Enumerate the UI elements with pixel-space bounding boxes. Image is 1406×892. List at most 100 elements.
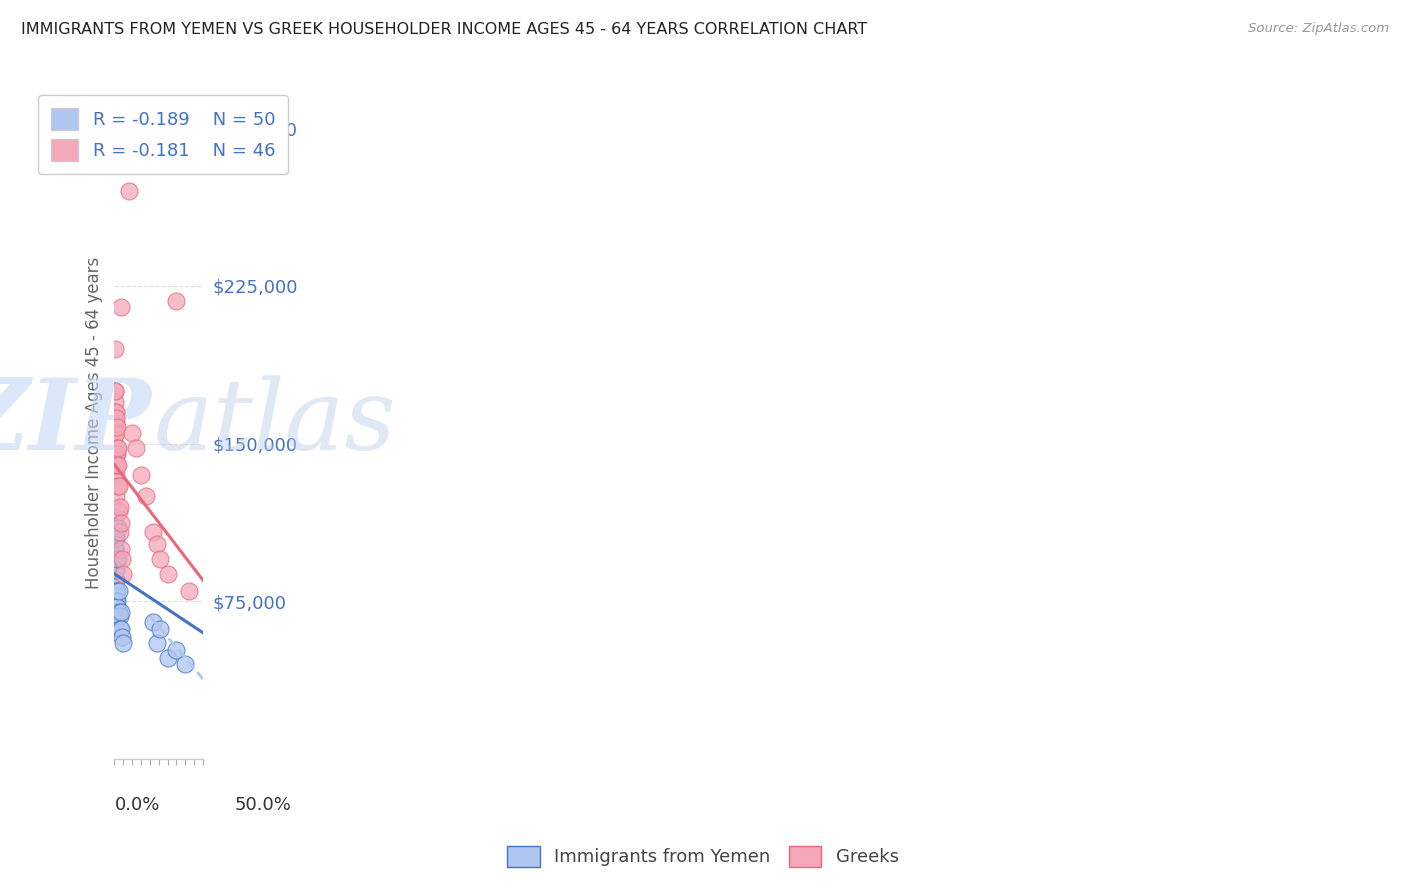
Point [105,600,128,615]
Point [121,426,143,441]
Point [105,405,128,419]
Point [103,552,125,566]
Point [105,594,128,608]
Point [105,441,128,455]
Point [105,583,128,598]
Point [108,504,131,518]
Point [111,630,134,644]
Point [104,594,127,608]
Point [103,458,125,472]
Point [108,605,131,619]
Point [104,426,127,441]
Point [108,622,131,636]
Point [104,426,127,441]
Point [105,594,128,608]
Point [105,594,128,608]
Point [156,566,179,581]
Point [156,651,179,665]
Point [104,541,127,556]
Point [104,384,127,398]
Point [107,441,129,455]
Point [104,615,127,630]
Point [104,384,127,398]
Point [105,458,128,472]
Point [107,608,129,623]
Point [104,447,127,461]
Point [104,573,127,587]
Point [105,447,128,461]
Point [104,563,127,577]
Point [112,636,135,650]
Point [112,566,135,581]
Text: atlas: atlas [153,375,396,470]
Y-axis label: Householder Income Ages 45 - 64 years: Householder Income Ages 45 - 64 years [86,256,103,589]
Point [105,600,128,615]
Point [104,342,127,356]
Point [105,489,128,503]
Point [149,622,172,636]
Point [104,563,127,577]
Point [104,426,127,441]
Text: IMMIGRANTS FROM YEMEN VS GREEK HOUSEHOLDER INCOME AGES 45 - 64 YEARS CORRELATION: IMMIGRANTS FROM YEMEN VS GREEK HOUSEHOLD… [21,22,868,37]
Point [104,583,127,598]
Point [104,510,127,524]
Point [105,583,128,598]
Point [104,573,127,587]
Point [104,605,127,619]
Point [110,516,132,531]
Point [174,657,197,672]
Text: Source: ZipAtlas.com: Source: ZipAtlas.com [1249,22,1389,36]
Point [165,293,187,308]
Point [104,394,127,409]
Point [110,605,132,619]
Point [104,583,127,598]
Point [104,605,127,619]
Point [104,416,127,430]
Point [105,563,128,577]
Point [105,419,128,434]
Point [149,552,172,566]
Point [104,552,127,566]
Point [104,468,127,483]
Point [107,478,129,492]
Point [110,622,132,636]
Point [108,583,131,598]
Point [104,615,127,630]
Point [111,552,134,566]
Point [104,447,127,461]
Point [129,468,152,483]
Point [104,594,127,608]
Point [165,642,187,657]
Point [104,468,127,483]
Point [107,552,129,566]
Point [105,608,128,623]
Point [104,521,127,535]
Point [104,531,127,545]
Point [108,608,131,623]
Legend: Immigrants from Yemen, Greeks: Immigrants from Yemen, Greeks [501,838,905,874]
Point [105,411,128,425]
Text: ZIP: ZIP [0,375,152,471]
Text: 50.0%: 50.0% [235,796,291,814]
Point [117,185,139,199]
Point [107,458,129,472]
Point [104,436,127,450]
Point [146,537,169,551]
Point [142,524,165,539]
Point [105,605,128,619]
Legend: R = -0.189    N = 50, R = -0.181    N = 46: R = -0.189 N = 50, R = -0.181 N = 46 [38,95,288,174]
Point [104,458,127,472]
Point [104,405,127,419]
Point [104,416,127,430]
Point [104,583,127,598]
Point [146,636,169,650]
Point [110,541,132,556]
Text: 0.0%: 0.0% [114,796,160,814]
Point [110,300,132,314]
Point [108,500,131,514]
Point [103,573,125,587]
Point [124,441,146,455]
Point [104,541,127,556]
Point [108,478,131,492]
Point [105,447,128,461]
